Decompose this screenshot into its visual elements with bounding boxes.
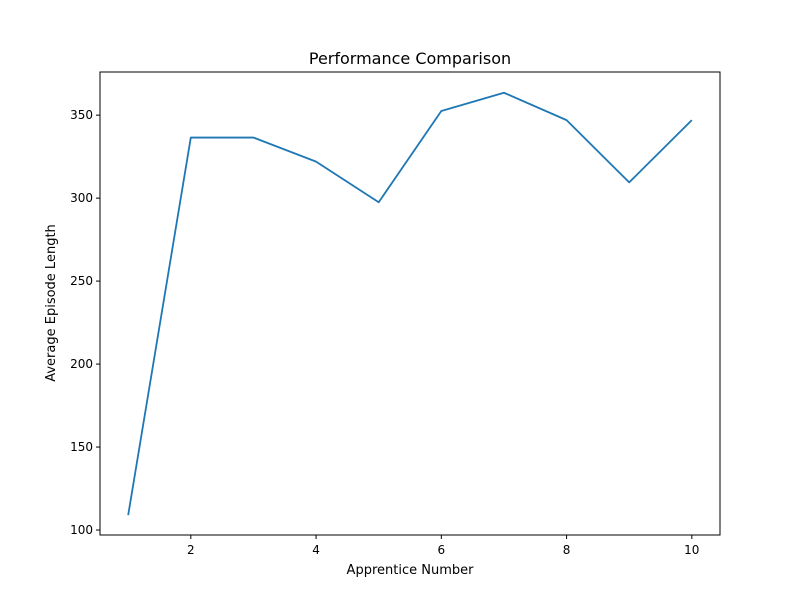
chart-title: Performance Comparison — [309, 49, 511, 68]
y-tick-label: 300 — [70, 191, 93, 205]
y-tick-label: 150 — [70, 440, 93, 454]
x-tick-label: 8 — [563, 543, 571, 557]
y-axis-label: Average Episode Length — [44, 224, 59, 382]
y-tick-label: 350 — [70, 108, 93, 122]
x-tick-label: 4 — [312, 543, 320, 557]
y-tick-label: 200 — [70, 357, 93, 371]
x-tick-label: 10 — [684, 543, 699, 557]
y-tick-label: 100 — [70, 523, 93, 537]
y-tick-label: 250 — [70, 274, 93, 288]
x-axis-label: Apprentice Number — [347, 563, 475, 578]
x-tick-label: 6 — [437, 543, 445, 557]
series-line-1 — [127, 91, 693, 516]
plot-frame — [99, 71, 721, 536]
plot-area: 2 4 6 8 10 100 150 200 250 300 350 — [70, 71, 721, 557]
x-tick-label: 2 — [187, 543, 195, 557]
